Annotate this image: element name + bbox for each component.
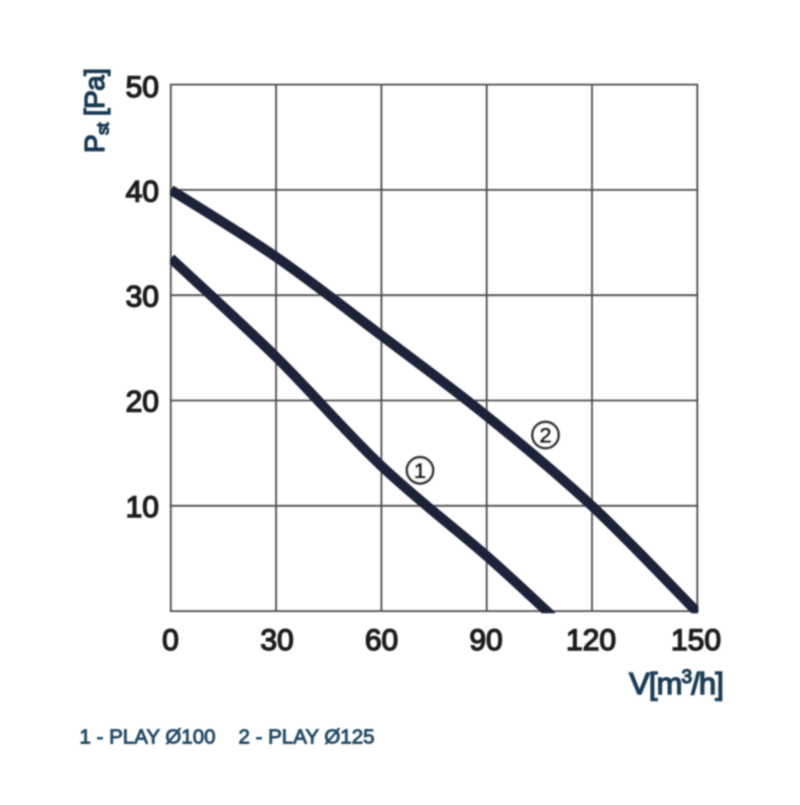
svg-text:Pst [Pa]: Pst [Pa] <box>79 69 113 153</box>
svg-text:20: 20 <box>126 386 159 419</box>
svg-text:V[m3/h]: V[m3/h] <box>629 666 723 701</box>
svg-text:10: 10 <box>126 491 159 524</box>
svg-text:2: 2 <box>540 424 552 448</box>
svg-text:90: 90 <box>469 624 502 657</box>
svg-text:60: 60 <box>365 624 398 657</box>
svg-text:150: 150 <box>671 624 721 657</box>
svg-text:40: 40 <box>126 176 159 209</box>
svg-text:1 - PLAY Ø100: 1 - PLAY Ø100 <box>80 725 216 748</box>
svg-text:50: 50 <box>126 71 159 104</box>
svg-text:120: 120 <box>566 624 616 657</box>
svg-text:1: 1 <box>414 459 426 483</box>
svg-text:30: 30 <box>260 624 293 657</box>
svg-text:0: 0 <box>162 624 179 657</box>
svg-text:30: 30 <box>126 281 159 314</box>
svg-text:2 - PLAY Ø125: 2 - PLAY Ø125 <box>239 725 375 748</box>
